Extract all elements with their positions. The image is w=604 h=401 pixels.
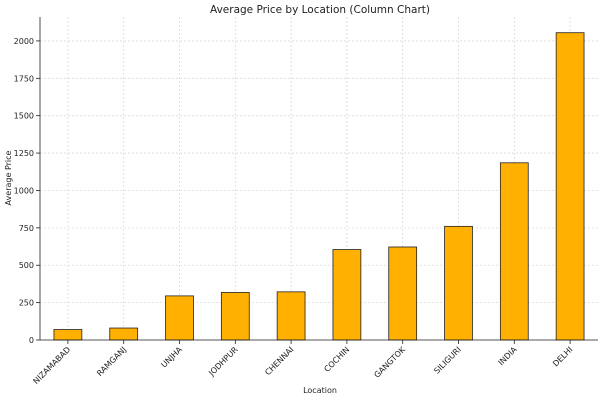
x-tick-label: INDIA	[497, 345, 520, 368]
y-tick-label: 1750	[14, 74, 34, 83]
bar-cochin	[332, 249, 362, 341]
x-tick-label: GANGTOK	[372, 345, 407, 380]
x-tick-label: COCHIN	[322, 345, 351, 374]
y-tick-label: 0	[29, 336, 34, 345]
y-tick-label: 1000	[14, 186, 34, 195]
y-tick-label: 250	[19, 299, 34, 308]
y-tick-label: 1250	[14, 149, 34, 158]
y-tick-label: 750	[19, 224, 34, 233]
bar-gangtok	[388, 246, 418, 341]
y-tick-label: 1500	[14, 112, 34, 121]
y-tick-label: 500	[19, 261, 34, 270]
bar-unjha	[165, 295, 194, 341]
y-axis-label: Average Price	[4, 150, 13, 205]
x-tick-label: DELHI	[551, 345, 574, 368]
x-axis-label: Location	[303, 386, 337, 395]
bar-chennai	[276, 291, 306, 341]
bar-india	[499, 162, 529, 341]
chart-title: Average Price by Location (Column Chart)	[210, 4, 430, 16]
x-tick-label: CHENNAI	[263, 345, 295, 377]
y-tick-label: 2000	[14, 37, 34, 46]
x-tick-label: JODHPUR	[206, 345, 240, 379]
x-tick-label: SILIGURI	[432, 345, 463, 376]
bar-siliguri	[444, 225, 473, 341]
bar-delhi	[555, 32, 585, 341]
bar-jodhpur	[220, 292, 250, 341]
bars	[53, 32, 585, 341]
bar-nizamabad	[53, 329, 83, 341]
bar-ramganj	[109, 327, 139, 341]
x-tick-label: NIZAMABAD	[31, 345, 72, 386]
x-tick-label: UNJHA	[159, 345, 184, 370]
x-tick-label: RAMGANJ	[95, 345, 128, 378]
